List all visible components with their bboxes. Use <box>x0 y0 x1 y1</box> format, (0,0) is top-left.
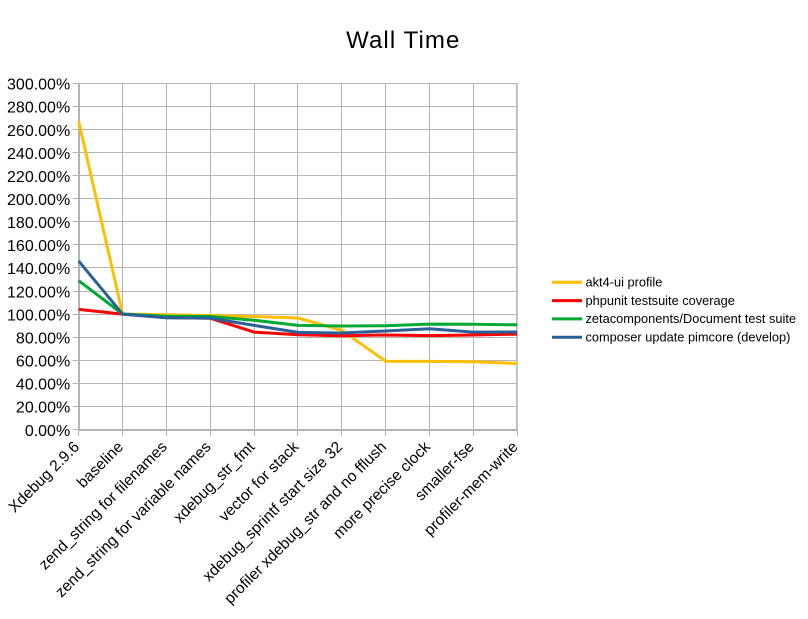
svg-text:260.00%: 260.00% <box>7 123 70 140</box>
svg-text:100.00%: 100.00% <box>7 307 70 324</box>
svg-text:akt4-ui profile: akt4-ui profile <box>586 275 663 290</box>
svg-text:40.00%: 40.00% <box>16 377 70 394</box>
svg-text:300.00%: 300.00% <box>7 77 70 94</box>
svg-text:60.00%: 60.00% <box>16 354 70 371</box>
svg-text:composer update pimcore (devel: composer update pimcore (develop) <box>586 329 791 344</box>
svg-text:0.00%: 0.00% <box>25 423 70 440</box>
svg-text:120.00%: 120.00% <box>7 284 70 301</box>
svg-text:Wall Time: Wall Time <box>346 27 460 54</box>
svg-text:240.00%: 240.00% <box>7 146 70 163</box>
svg-text:160.00%: 160.00% <box>7 238 70 255</box>
svg-text:200.00%: 200.00% <box>7 192 70 209</box>
svg-text:80.00%: 80.00% <box>16 331 70 348</box>
svg-text:180.00%: 180.00% <box>7 215 70 232</box>
svg-text:140.00%: 140.00% <box>7 261 70 278</box>
svg-text:phpunit testsuite coverage: phpunit testsuite coverage <box>586 293 735 308</box>
svg-text:20.00%: 20.00% <box>16 400 70 417</box>
svg-text:zetacomponents/Document test s: zetacomponents/Document test suite <box>586 311 797 326</box>
svg-text:220.00%: 220.00% <box>7 169 70 186</box>
svg-text:280.00%: 280.00% <box>7 100 70 117</box>
